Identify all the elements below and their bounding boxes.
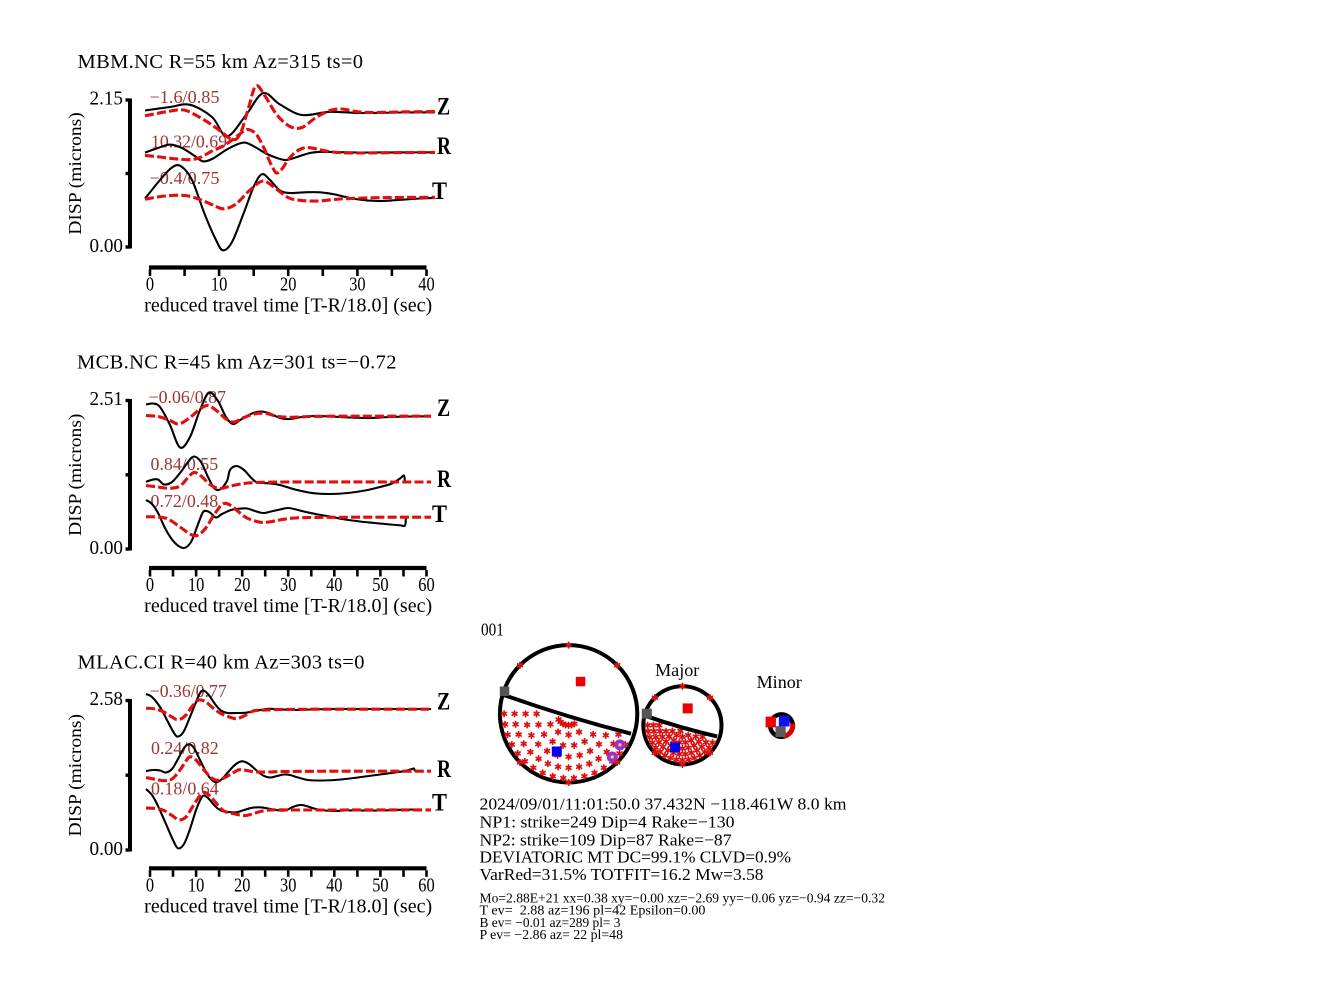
svg-text:0.00: 0.00	[90, 839, 124, 860]
svg-text:001: 001	[481, 620, 504, 640]
svg-text:T: T	[432, 178, 447, 205]
svg-text:10.32/0.69: 10.32/0.69	[151, 132, 227, 152]
svg-text:10: 10	[211, 275, 227, 296]
svg-text:0.72/0.48: 0.72/0.48	[151, 491, 219, 511]
svg-text:−1.6/0.85: −1.6/0.85	[150, 87, 220, 107]
svg-text:0.84/0.55: 0.84/0.55	[151, 454, 219, 474]
svg-text:10: 10	[188, 575, 204, 596]
svg-text:VarRed=31.5% TOTFIT=16.2 Mw=3.: VarRed=31.5% TOTFIT=16.2 Mw=3.58	[480, 865, 764, 884]
svg-text:20: 20	[280, 275, 296, 296]
svg-text:Major: Major	[655, 660, 699, 680]
svg-text:Mo=2.88E+21 xx=0.38 xy=−0.00 x: Mo=2.88E+21 xx=0.38 xy=−0.00 xz=−2.69 yy…	[480, 892, 886, 907]
svg-text:−0.06/0.87: −0.06/0.87	[149, 387, 227, 407]
svg-text:60: 60	[418, 575, 434, 596]
svg-text:T: T	[432, 501, 447, 528]
svg-text:0: 0	[146, 875, 154, 896]
svg-text:40: 40	[418, 275, 434, 296]
svg-text:reduced travel time [T-R/18.0]: reduced travel time [T-R/18.0] (sec)	[144, 296, 432, 317]
svg-text:2.58: 2.58	[90, 689, 124, 710]
svg-text:0: 0	[146, 275, 154, 296]
svg-text:DISP (microns): DISP (microns)	[65, 714, 86, 837]
svg-text:0.18/0.64: 0.18/0.64	[151, 779, 219, 799]
svg-text:DISP (microns): DISP (microns)	[65, 112, 86, 235]
svg-text:0: 0	[146, 575, 154, 596]
svg-text:T: T	[432, 790, 447, 817]
svg-text:40: 40	[326, 875, 342, 896]
svg-text:DISP (microns): DISP (microns)	[65, 414, 86, 537]
svg-text:−0.36/0.77: −0.36/0.77	[150, 681, 227, 701]
svg-text:reduced travel time [T-R/18.0]: reduced travel time [T-R/18.0] (sec)	[144, 896, 432, 917]
svg-text:30: 30	[349, 275, 365, 296]
svg-text:R: R	[437, 133, 452, 160]
svg-text:R: R	[437, 466, 452, 493]
svg-text:20: 20	[234, 575, 250, 596]
svg-text:Z: Z	[437, 94, 450, 121]
svg-text:20: 20	[234, 875, 250, 896]
svg-text:30: 30	[280, 575, 296, 596]
svg-text:0.00: 0.00	[90, 236, 124, 257]
svg-text:Z: Z	[437, 689, 450, 716]
svg-text:2024/09/01/11:01:50.0 37.432N: 2024/09/01/11:01:50.0 37.432N −118.461W …	[480, 795, 847, 814]
svg-text:P ev= −2.86 az= 22 pl=48: P ev= −2.86 az= 22 pl=48	[480, 928, 624, 943]
svg-text:MBM.NC R=55 km Az=315 ts=0: MBM.NC R=55 km Az=315 ts=0	[78, 51, 364, 73]
svg-text:NP1: strike=249 Dip=4 Rake=−13: NP1: strike=249 Dip=4 Rake=−130	[480, 812, 735, 831]
svg-text:Minor: Minor	[757, 672, 802, 692]
svg-text:DEVIATORIC MT DC=99.1% CLVD=0.: DEVIATORIC MT DC=99.1% CLVD=0.9%	[480, 848, 792, 867]
svg-text:MLAC.CI R=40 km Az=303 ts=0: MLAC.CI R=40 km Az=303 ts=0	[78, 652, 365, 674]
svg-text:NP2: strike=109 Dip=87 Rake=−8: NP2: strike=109 Dip=87 Rake=−87	[480, 830, 733, 849]
svg-text:50: 50	[372, 575, 388, 596]
svg-text:2.15: 2.15	[90, 89, 124, 110]
svg-text:50: 50	[372, 875, 388, 896]
svg-text:10: 10	[188, 875, 204, 896]
svg-text:−0.4/0.75: −0.4/0.75	[150, 168, 220, 188]
svg-text:40: 40	[326, 575, 342, 596]
svg-text:0.00: 0.00	[90, 538, 124, 559]
svg-text:T ev= 2.88 az=196 pl=42 Epsil: T ev= 2.88 az=196 pl=42 Epsilon=0.00	[480, 904, 706, 919]
svg-text:reduced travel time [T-R/18.0]: reduced travel time [T-R/18.0] (sec)	[144, 596, 432, 617]
svg-text:60: 60	[418, 875, 434, 896]
svg-text:MCB.NC R=45 km Az=301 ts=−0.72: MCB.NC R=45 km Az=301 ts=−0.72	[77, 352, 397, 374]
svg-text:B ev= −0.01 az=289 pl= 3: B ev= −0.01 az=289 pl= 3	[480, 916, 621, 931]
svg-text:30: 30	[280, 875, 296, 896]
svg-text:R: R	[437, 756, 452, 783]
svg-text:2.51: 2.51	[90, 389, 124, 410]
svg-text:Z: Z	[437, 395, 450, 422]
